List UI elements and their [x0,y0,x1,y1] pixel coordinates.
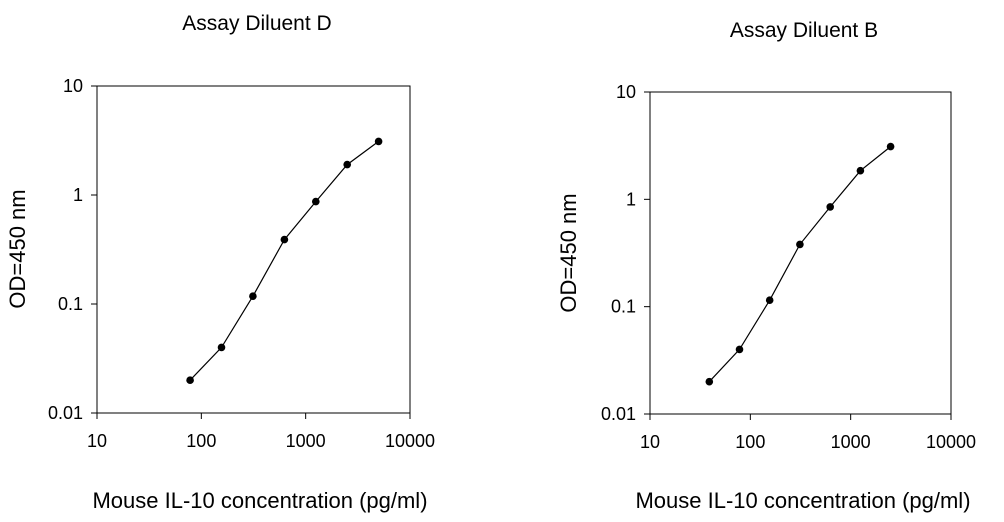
plot-frame [96,85,411,414]
x-tick-label: 100 [186,431,216,451]
y-tick-label: 0.01 [48,403,83,423]
data-point [374,137,383,146]
y-tick-label: 0.1 [611,297,636,317]
x-tick-label: 100 [735,432,765,452]
chart-title: Assay Diluent B [730,19,878,42]
series-marks [186,137,383,385]
y-tick-label: 0.01 [601,404,636,424]
y-axis-label: OD=450 nm [556,193,581,312]
series-line [189,140,379,381]
series-marks [705,142,895,386]
chart-assay-diluent-b: Assay Diluent B Mouse IL-10 concentratio… [556,19,976,513]
chart-assay-diluent-d: Assay Diluent D Mouse IL-10 concentratio… [5,12,435,513]
x-tick-label: 10 [640,432,660,452]
y-tick-label: 10 [616,82,636,102]
x-tick-label: 1000 [286,431,326,451]
y-tick-label: 0.1 [58,294,83,314]
data-point [735,345,744,354]
y-tick-label: 1 [626,189,636,209]
data-point [186,376,194,385]
data-point [343,160,352,169]
data-point [796,240,804,249]
x-tick-label: 10000 [385,431,435,451]
series-line [708,146,891,383]
data-point [217,343,226,352]
chart-title: Assay Diluent D [182,12,331,35]
data-point [765,296,774,305]
x-axis-label: Mouse IL-10 concentration (pg/ml) [92,488,427,513]
data-point [705,377,714,386]
y-tick-label: 1 [73,185,83,205]
data-point [886,142,895,151]
plot-frame [649,91,952,415]
y-tick-label: 10 [63,76,83,96]
tick-group: 10 100 1000 10000 0.01 0.1 1 10 [48,76,435,451]
data-point [249,292,257,301]
y-axis-label: OD=450 nm [5,189,30,308]
data-point [312,197,320,206]
data-point [280,235,289,244]
data-point [826,203,834,211]
x-axis-label: Mouse IL-10 concentration (pg/ml) [635,488,970,513]
tick-group: 10 100 1000 10000 0.01 0.1 1 10 [601,82,976,452]
x-tick-label: 10 [87,431,107,451]
data-point [856,166,865,175]
x-tick-label: 1000 [831,432,871,452]
x-tick-label: 10000 [926,432,976,452]
